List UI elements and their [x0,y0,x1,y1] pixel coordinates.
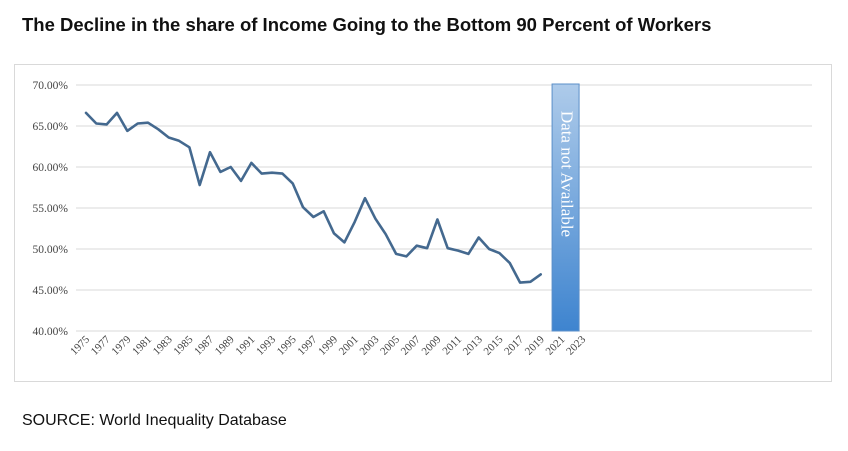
y-tick-label: 50.00% [33,244,69,256]
chart-title: The Decline in the share of Income Going… [22,14,712,35]
data-not-available-box [551,83,580,332]
x-tick-label: 2001 [337,334,361,358]
grid-lines [76,84,812,332]
x-tick-label: 1993 [254,333,278,357]
x-tick-label: 1997 [295,333,319,357]
series-lines [84,111,542,284]
x-tick-label: 1991 [233,334,257,358]
x-tick-label: 2021 [543,334,567,358]
x-tick-label: 1987 [192,333,216,357]
y-tick-label: 60.00% [33,162,69,174]
y-tick-label: 40.00% [33,326,69,338]
x-tick-label: 1977 [89,333,113,357]
x-tick-label: 1999 [316,333,340,357]
source-note: SOURCE: World Inequality Database [22,412,287,429]
x-tick-label: 2009 [419,333,443,357]
x-tick-label: 1979 [109,333,133,357]
x-tick-label: 1995 [275,333,299,357]
x-tick-label: 2013 [461,333,485,357]
y-axis-ticks: 70.00% 65.00% 60.00% 55.00% 50.00% 45.00% 40.0… [33,80,69,338]
x-tick-label: 2007 [399,333,423,357]
y-tick-label: 55.00% [33,203,69,215]
chart-frame [14,64,832,382]
x-tick-label: 1989 [213,333,237,357]
x-tick-label: 2019 [523,333,547,357]
data-not-available-annotation: Data not Available [551,83,580,332]
x-tick-label: 2015 [481,333,505,357]
x-tick-label: 2003 [357,333,381,357]
x-tick-label: 2023 [564,333,588,357]
x-tick-label: 2005 [378,333,402,357]
data-not-available-label: Data not Available [558,111,577,237]
x-axis-ticks: 1975197719791981198319851987198919911993… [68,333,588,357]
x-tick-label: 1983 [151,333,175,357]
x-tick-label: 2017 [502,333,526,357]
y-tick-label: 70.00% [33,80,69,92]
y-tick-label: 65.00% [33,121,69,133]
x-tick-label: 1975 [68,333,92,357]
x-tick-label: 1981 [130,334,154,358]
series-line [84,111,542,284]
line-chart: 70.00% 65.00% 60.00% 55.00% 50.00% 45.00% 40.0… [33,80,812,358]
x-tick-label: 2011 [440,334,464,358]
x-tick-label: 1985 [171,333,195,357]
y-tick-label: 45.00% [33,285,69,297]
